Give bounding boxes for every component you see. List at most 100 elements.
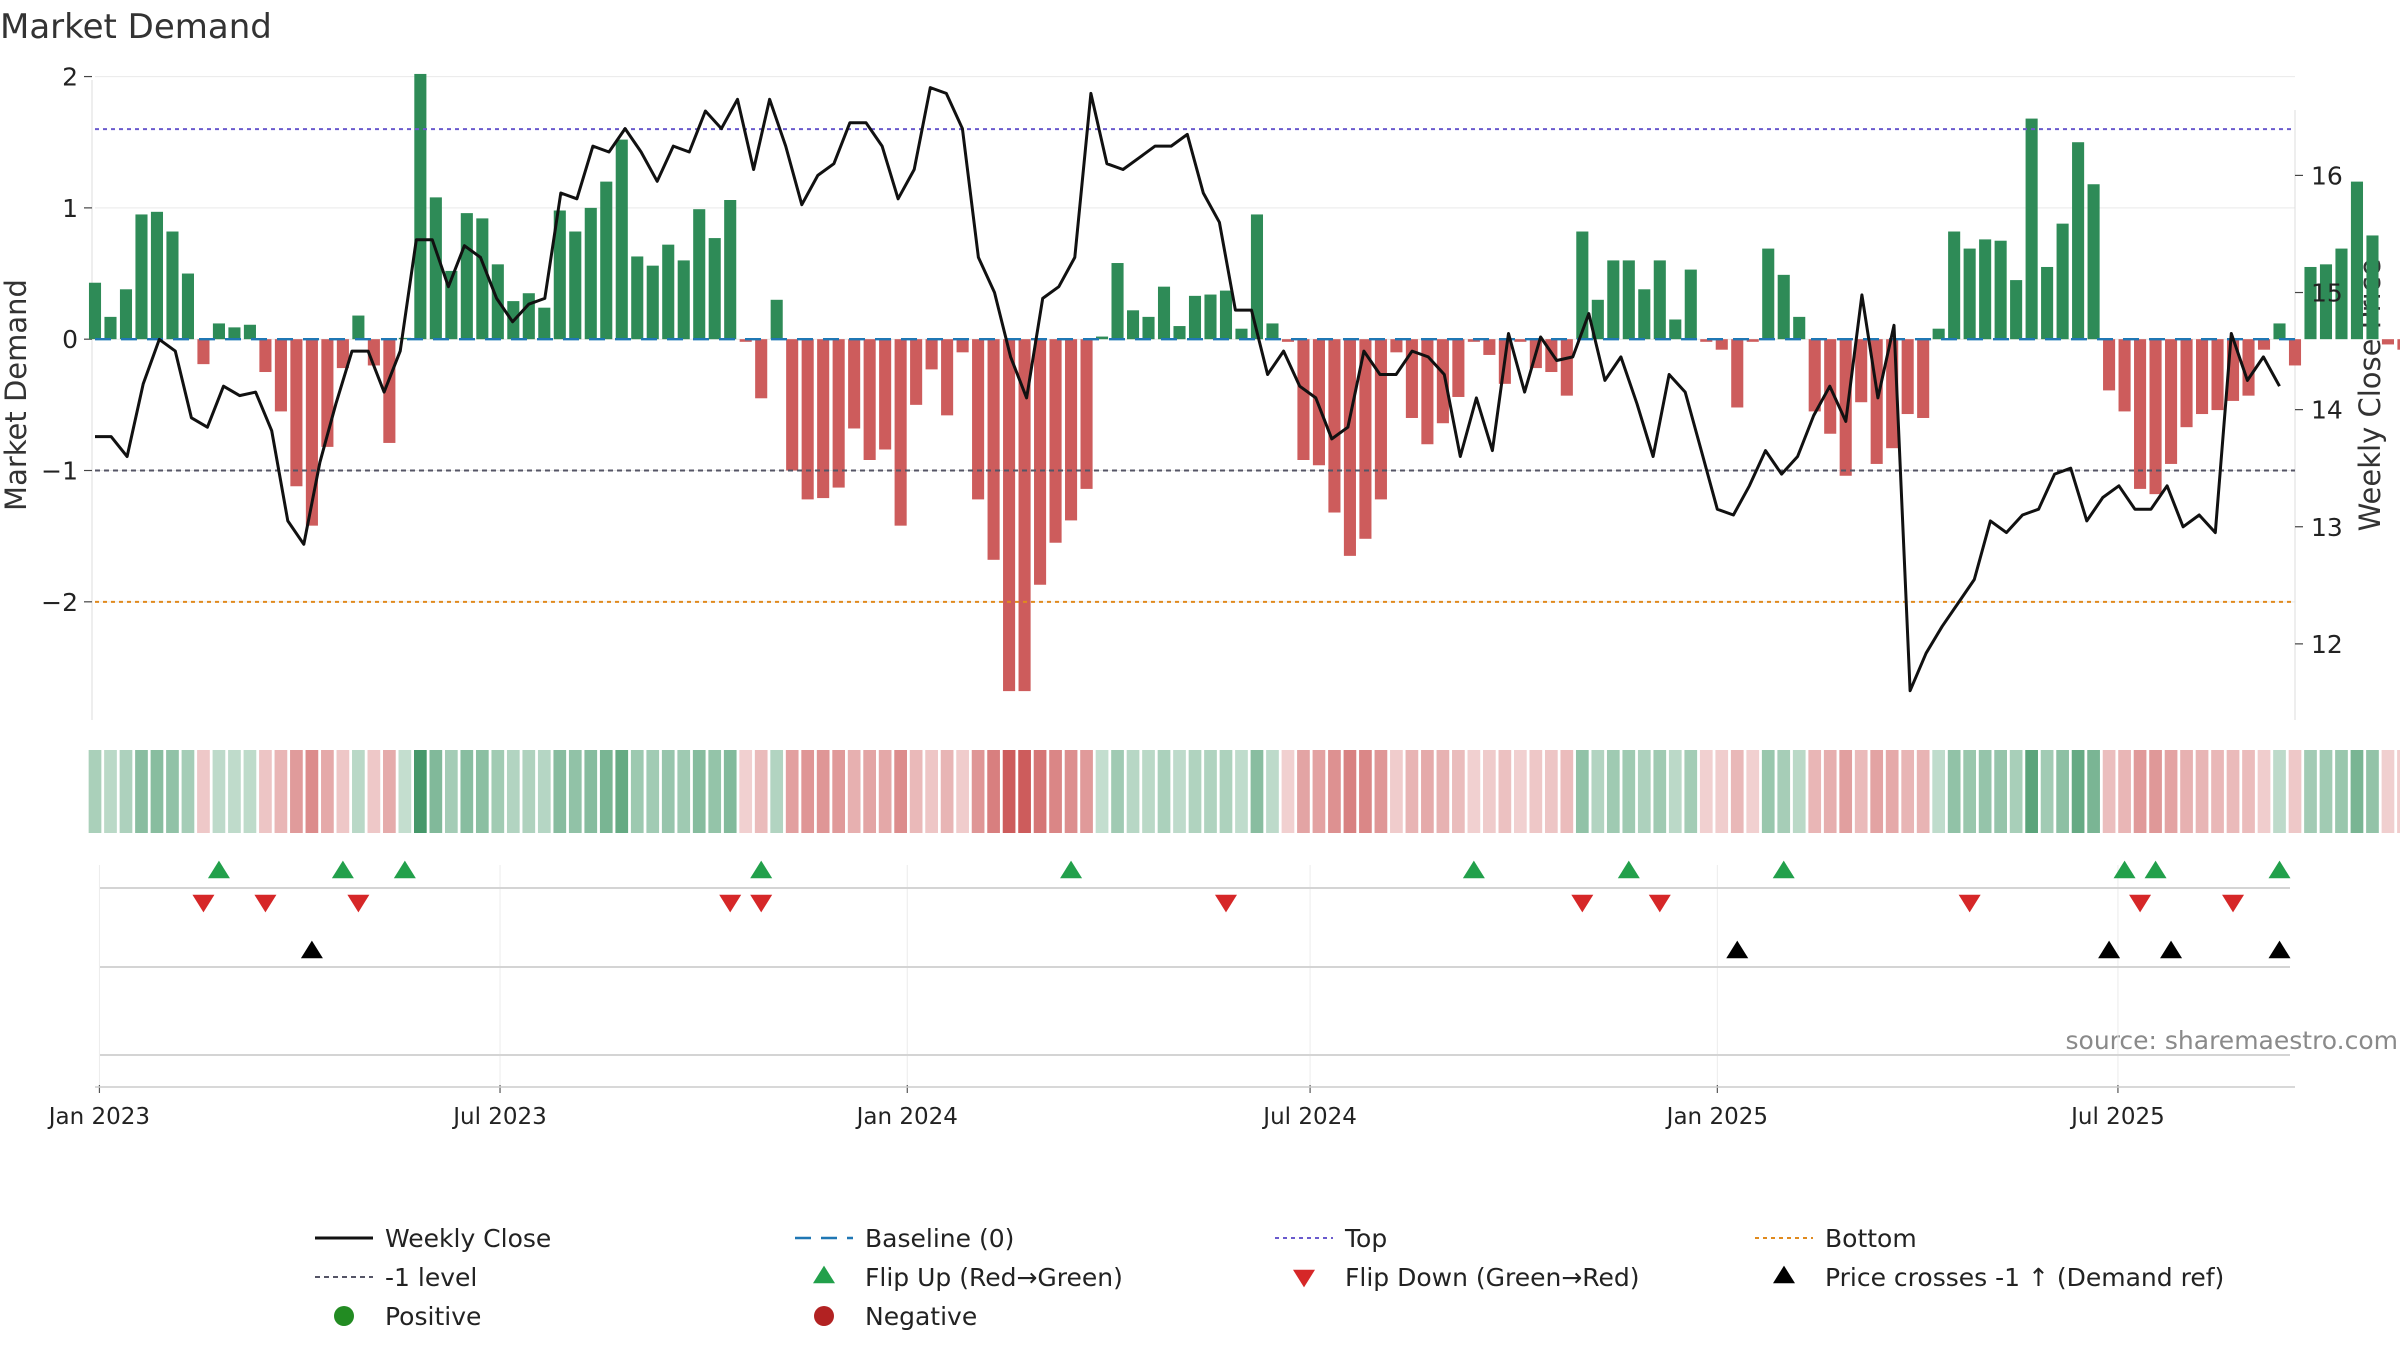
demand-bar bbox=[1436, 339, 1449, 424]
strip-cell bbox=[2025, 750, 2038, 833]
strip-cell bbox=[2350, 750, 2364, 833]
strip-cell bbox=[2242, 750, 2255, 833]
demand-bar bbox=[1731, 339, 1744, 408]
demand-bar bbox=[863, 339, 876, 460]
demand-bar bbox=[801, 339, 814, 500]
strip-cell bbox=[1064, 750, 1078, 833]
demand-bar bbox=[2273, 323, 2286, 340]
strip-cell bbox=[1591, 750, 1605, 833]
demand-bar bbox=[1994, 240, 2007, 340]
strip-cell bbox=[801, 750, 815, 833]
demand-bar bbox=[2041, 266, 2054, 340]
demand-bar bbox=[615, 139, 628, 340]
strip-cell bbox=[553, 750, 567, 833]
strip-cell bbox=[104, 750, 117, 833]
strip-cell bbox=[460, 750, 474, 833]
strip-cell bbox=[1374, 750, 1388, 833]
flip-down-marker bbox=[192, 894, 215, 913]
demand-bar bbox=[1591, 299, 1604, 340]
strip-cell bbox=[708, 750, 722, 833]
demand-bar bbox=[2149, 339, 2162, 495]
y-tick-label: 1 bbox=[62, 194, 78, 223]
demand-color-strip bbox=[88, 750, 2400, 833]
strip-cell bbox=[429, 750, 443, 833]
demand-bar bbox=[755, 339, 768, 399]
demand-bar bbox=[212, 323, 225, 340]
demand-bar bbox=[1638, 289, 1651, 340]
legend-item-negative: Negative bbox=[814, 1302, 977, 1331]
demand-bar bbox=[1808, 339, 1821, 412]
strip-cell bbox=[770, 750, 784, 833]
strip-cell bbox=[987, 750, 1000, 833]
strip-cell bbox=[1297, 750, 1310, 833]
demand-bar bbox=[677, 260, 690, 340]
strip-cell bbox=[2164, 750, 2178, 833]
demand-bar bbox=[941, 339, 954, 416]
strip-cell bbox=[181, 750, 195, 833]
legend-swatch-positive bbox=[334, 1306, 354, 1326]
demand-bar bbox=[150, 211, 164, 340]
strip-cell bbox=[1359, 750, 1372, 833]
price-cross-marker bbox=[1726, 940, 1749, 959]
y2-tick-label: 16 bbox=[2311, 161, 2343, 190]
strip-cell bbox=[1560, 750, 1574, 833]
demand-bar bbox=[1421, 339, 1434, 445]
legend-item-minus-one: -1 level bbox=[315, 1263, 477, 1292]
strip-cell bbox=[816, 750, 830, 833]
strip-cell bbox=[2397, 750, 2400, 833]
legend-label-baseline: Baseline (0) bbox=[865, 1224, 1014, 1253]
y2-tick-label: 12 bbox=[2311, 630, 2343, 659]
flip-down-marker bbox=[1214, 894, 1237, 913]
price-cross-marker bbox=[2160, 940, 2183, 959]
strip-cell bbox=[197, 750, 210, 833]
strip-cell bbox=[1033, 750, 1047, 833]
demand-bar bbox=[336, 339, 349, 369]
strip-cell bbox=[398, 750, 412, 833]
flip-up-marker bbox=[2144, 860, 2167, 879]
strip-cell bbox=[568, 750, 582, 833]
strip-cell bbox=[1606, 750, 1620, 833]
demand-bar bbox=[894, 339, 907, 526]
demand-bar bbox=[2180, 339, 2193, 428]
demand-bar bbox=[1003, 339, 1016, 692]
strip-cell bbox=[940, 750, 954, 833]
demand-bar bbox=[832, 339, 845, 488]
legend-label-weekly-close: Weekly Close bbox=[385, 1224, 551, 1253]
strip-cell bbox=[1777, 750, 1791, 833]
axes bbox=[84, 75, 2303, 1093]
demand-bar bbox=[119, 289, 133, 340]
price-line-layer bbox=[95, 86, 2281, 693]
strip-cell bbox=[2040, 750, 2054, 833]
demand-bar bbox=[398, 337, 411, 340]
strip-cell bbox=[150, 750, 164, 833]
price-cross-marker bbox=[300, 940, 323, 959]
strip-cell bbox=[1947, 750, 1961, 833]
demand-bar bbox=[2257, 339, 2271, 350]
source-credit: source: sharemaestro.com bbox=[2066, 1026, 2399, 1055]
demand-bar bbox=[708, 238, 721, 340]
demand-bar bbox=[1359, 339, 1372, 539]
demand-bar bbox=[1157, 286, 1171, 340]
strip-cell bbox=[1405, 750, 1419, 833]
demand-bar bbox=[724, 200, 737, 340]
demand-bar bbox=[1653, 260, 1666, 340]
legend-swatch-negative bbox=[814, 1306, 834, 1326]
strip-cell bbox=[321, 750, 334, 833]
weekly-close-line bbox=[95, 86, 2281, 693]
x-tick-label: Jul 2025 bbox=[2069, 1104, 2165, 1130]
demand-bar bbox=[1188, 295, 1202, 340]
strip-cell bbox=[1142, 750, 1155, 833]
legend-label-minus-one: -1 level bbox=[385, 1263, 477, 1292]
demand-bar bbox=[290, 339, 303, 487]
legend-label-bottom: Bottom bbox=[1825, 1224, 1917, 1253]
demand-bar bbox=[104, 316, 117, 340]
strip-cell bbox=[166, 750, 179, 833]
demand-bar bbox=[1622, 260, 1635, 340]
strip-cell bbox=[1483, 750, 1496, 833]
strip-cell bbox=[2180, 750, 2193, 833]
demand-bar bbox=[259, 339, 272, 373]
demand-bar bbox=[1173, 326, 1186, 340]
strip-cell bbox=[1792, 750, 1806, 833]
demand-bar bbox=[879, 339, 892, 450]
demand-bar bbox=[197, 339, 210, 365]
